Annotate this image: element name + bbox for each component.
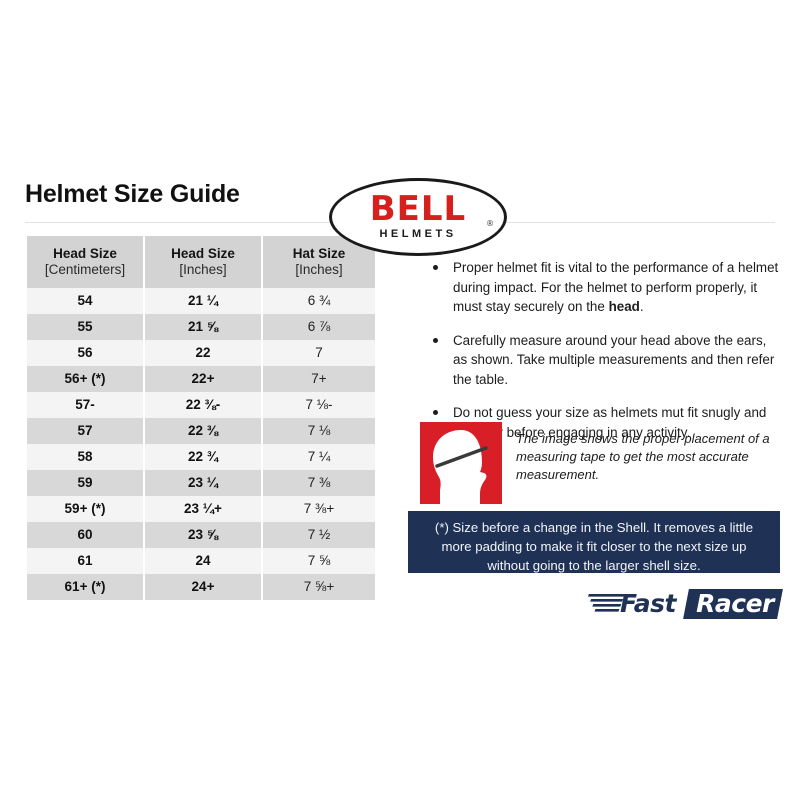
table-cell: 60 bbox=[27, 522, 143, 548]
head-profile-image bbox=[420, 422, 502, 504]
table-row: 56 22 7 bbox=[27, 340, 375, 366]
bullet-icon bbox=[433, 410, 438, 415]
table-cell: 7 ⅝ bbox=[263, 548, 375, 574]
bell-wordmark: BELL bbox=[369, 189, 467, 229]
head-measurement-figure: The image shows the proper placement of … bbox=[420, 422, 780, 504]
head-profile-icon bbox=[420, 422, 502, 504]
table-cell: 22 ⅜ bbox=[145, 418, 261, 444]
column-header-head-size-cm: Head Size [Centimeters] bbox=[27, 236, 143, 288]
table-header-row: Head Size [Centimeters] Head Size [Inche… bbox=[27, 236, 375, 288]
table-cell: 22 ⅜- bbox=[145, 392, 261, 418]
note-emphasis: head bbox=[608, 299, 640, 314]
speed-lines-icon bbox=[588, 594, 625, 612]
table-cell: 7 ⅜+ bbox=[263, 496, 375, 522]
table-cell: 59+ (*) bbox=[27, 496, 143, 522]
list-item: Carefully measure around your head above… bbox=[420, 331, 780, 390]
table-cell: 56 bbox=[27, 340, 143, 366]
table-cell: 7 ⅜ bbox=[263, 470, 375, 496]
bell-subtitle: HELMETS bbox=[379, 228, 457, 240]
head-figure-caption: The image shows the proper placement of … bbox=[516, 431, 770, 482]
table-row: 59+ (*) 23 ¼+ 7 ⅜+ bbox=[27, 496, 375, 522]
size-table: Head Size [Centimeters] Head Size [Inche… bbox=[25, 236, 377, 600]
table-row: 61 24 7 ⅝ bbox=[27, 548, 375, 574]
table-cell: 57 bbox=[27, 418, 143, 444]
note-text-before: Do not guess your size as helmets mut fi… bbox=[453, 405, 767, 440]
table-cell: 61 bbox=[27, 548, 143, 574]
fit-notes-list: Proper helmet fit is vital to the perfor… bbox=[420, 258, 780, 456]
table-cell: 7+ bbox=[263, 366, 375, 392]
column-header-unit: [Inches] bbox=[179, 262, 227, 277]
table-cell: 6 ⅞ bbox=[263, 314, 375, 340]
note-text-before: Proper helmet fit is vital to the perfor… bbox=[453, 260, 779, 314]
table-row: 57- 22 ⅜- 7 ⅛- bbox=[27, 392, 375, 418]
table-cell: 24 bbox=[145, 548, 261, 574]
note-text-before: Carefully measure around your head above… bbox=[453, 332, 775, 387]
shell-size-callout: (*) Size before a change in the Shell. I… bbox=[408, 511, 780, 573]
table-cell: 57- bbox=[27, 392, 143, 418]
table-header: Head Size [Centimeters] Head Size [Inche… bbox=[27, 236, 375, 288]
table-cell: 23 ¼+ bbox=[145, 496, 261, 522]
fastracer-part2: Racer bbox=[696, 589, 774, 618]
table-cell: 7 ⅛- bbox=[263, 392, 375, 418]
bullet-icon bbox=[433, 265, 438, 270]
table-cell: 6 ¾ bbox=[263, 288, 375, 314]
table-cell: 23 ¼ bbox=[145, 470, 261, 496]
note-text-after: . bbox=[639, 299, 644, 314]
fastracer-part1: Fast bbox=[620, 589, 676, 618]
table-cell: 55 bbox=[27, 314, 143, 340]
table-cell: 7 ⅝+ bbox=[263, 574, 375, 600]
page-title: Helmet Size Guide bbox=[25, 180, 240, 208]
table-cell: 22+ bbox=[145, 366, 261, 392]
bullet-icon bbox=[433, 337, 438, 343]
table-cell: 56+ (*) bbox=[27, 366, 143, 392]
table-cell: 54 bbox=[27, 288, 143, 314]
table-cell: 59 bbox=[27, 470, 143, 496]
registered-trademark-icon: ® bbox=[486, 219, 494, 228]
list-item: Proper helmet fit is vital to the perfor… bbox=[420, 258, 780, 317]
column-header-main: Head Size bbox=[171, 246, 235, 262]
table-row: 61+ (*) 24+ 7 ⅝+ bbox=[27, 574, 375, 600]
table-cell: 24+ bbox=[145, 574, 261, 600]
table-cell: 7 ¼ bbox=[263, 444, 375, 470]
table-cell: 22 bbox=[145, 340, 261, 366]
table-cell: 7 ½ bbox=[263, 522, 375, 548]
table-cell: 22 ¾ bbox=[145, 444, 261, 470]
table-row: 56+ (*) 22+ 7+ bbox=[27, 366, 375, 392]
fastracer-logo: Fast Racer bbox=[588, 589, 783, 619]
column-header-head-size-in: Head Size [Inches] bbox=[145, 236, 261, 288]
column-header-main: Head Size bbox=[53, 246, 117, 262]
table-cell: 7 ⅛ bbox=[263, 418, 375, 444]
column-header-unit: [Centimeters] bbox=[44, 262, 126, 277]
column-header-unit: [Inches] bbox=[295, 262, 343, 277]
table-cell: 21 ¼ bbox=[145, 288, 261, 314]
column-header-main: Hat Size bbox=[292, 246, 346, 262]
table-cell: 7 bbox=[263, 340, 375, 366]
table-cell: 21 ⅝ bbox=[145, 314, 261, 340]
table-cell: 61+ (*) bbox=[27, 574, 143, 600]
table-cell: 58 bbox=[27, 444, 143, 470]
list-item: Do not guess your size as helmets mut fi… bbox=[420, 403, 780, 442]
bell-helmets-logo: BELL ® HELMETS bbox=[329, 178, 507, 256]
table-cell: 23 ⅝ bbox=[145, 522, 261, 548]
